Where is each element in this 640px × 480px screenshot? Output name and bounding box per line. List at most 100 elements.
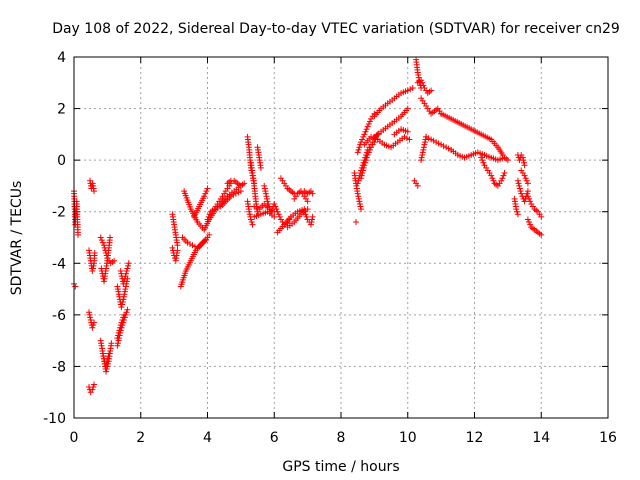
data-point xyxy=(104,355,111,362)
data-point xyxy=(440,142,447,149)
data-point xyxy=(404,105,411,112)
data-point xyxy=(124,265,131,272)
data-point xyxy=(121,275,128,282)
data-point xyxy=(353,219,360,226)
data-point xyxy=(114,335,121,342)
data-point xyxy=(89,324,96,331)
data-point xyxy=(355,146,362,153)
data-point xyxy=(419,149,426,156)
data-point xyxy=(261,182,268,189)
data-point xyxy=(365,149,372,156)
data-point xyxy=(117,268,124,275)
data-point xyxy=(490,177,497,184)
data-point xyxy=(423,133,430,140)
data-point xyxy=(364,151,371,158)
data-point xyxy=(479,157,486,164)
data-point xyxy=(420,146,427,153)
y-tick-label: 4 xyxy=(57,50,66,66)
data-point xyxy=(246,208,253,215)
data-point xyxy=(97,234,104,241)
data-point xyxy=(89,386,96,393)
data-point xyxy=(488,172,495,179)
data-point xyxy=(115,329,122,336)
y-axis-label: SDTVAR / TECUs xyxy=(9,181,25,296)
data-point xyxy=(307,221,314,228)
data-point xyxy=(264,198,271,205)
data-point xyxy=(435,140,442,147)
data-point xyxy=(204,234,211,241)
data-point xyxy=(124,306,131,313)
data-point xyxy=(121,288,128,295)
data-point xyxy=(420,144,427,151)
data-point xyxy=(275,211,282,218)
data-point xyxy=(119,301,126,308)
data-point xyxy=(120,280,127,287)
data-point xyxy=(499,175,506,182)
data-point xyxy=(362,159,369,166)
data-point xyxy=(174,242,181,249)
data-point xyxy=(478,154,485,161)
data-point xyxy=(309,216,316,223)
data-point xyxy=(86,309,93,316)
data-point xyxy=(520,157,527,164)
data-point xyxy=(418,77,425,84)
data-point xyxy=(125,262,132,269)
data-point xyxy=(354,180,361,187)
data-point xyxy=(355,193,362,200)
data-point xyxy=(115,288,122,295)
data-point xyxy=(119,298,126,305)
data-point xyxy=(123,270,130,277)
data-point xyxy=(271,200,278,207)
data-point xyxy=(106,350,113,357)
data-point xyxy=(357,203,364,210)
data-point xyxy=(428,136,435,143)
data-point xyxy=(414,69,421,76)
data-point xyxy=(445,145,452,152)
data-point xyxy=(360,167,367,174)
data-point xyxy=(523,177,530,184)
data-point xyxy=(118,304,125,311)
data-point xyxy=(99,347,106,354)
data-point xyxy=(374,131,381,138)
data-point xyxy=(125,260,132,267)
data-point xyxy=(241,180,248,187)
data-point xyxy=(261,185,268,192)
data-point xyxy=(501,170,508,177)
data-point xyxy=(115,337,122,344)
data-point xyxy=(75,231,82,238)
data-point xyxy=(522,175,529,182)
data-point xyxy=(107,234,114,241)
data-point xyxy=(355,195,362,202)
data-point xyxy=(360,164,367,171)
data-point xyxy=(189,242,196,249)
data-point xyxy=(249,221,256,228)
data-point xyxy=(119,317,126,324)
grid-lines xyxy=(74,57,608,418)
data-point xyxy=(86,311,93,318)
data-point xyxy=(91,249,98,256)
data-point xyxy=(251,203,258,210)
data-point xyxy=(414,182,421,189)
x-tick-label: 4 xyxy=(203,430,212,446)
data-point xyxy=(422,136,429,143)
data-point xyxy=(407,86,414,93)
data-point xyxy=(359,136,366,143)
data-point xyxy=(111,257,118,264)
data-point xyxy=(526,195,533,202)
data-point xyxy=(257,164,264,171)
data-point xyxy=(89,268,96,275)
data-point xyxy=(230,191,237,198)
data-point xyxy=(516,182,523,189)
data-point xyxy=(102,363,109,370)
data-point xyxy=(174,247,181,254)
data-point xyxy=(121,311,128,318)
y-tick-label: -10 xyxy=(43,411,66,427)
data-point xyxy=(356,198,363,205)
data-point xyxy=(117,322,124,329)
data-point xyxy=(246,211,253,218)
data-point xyxy=(355,177,362,184)
data-point xyxy=(262,190,269,197)
data-point xyxy=(273,206,280,213)
data-point xyxy=(303,213,310,220)
